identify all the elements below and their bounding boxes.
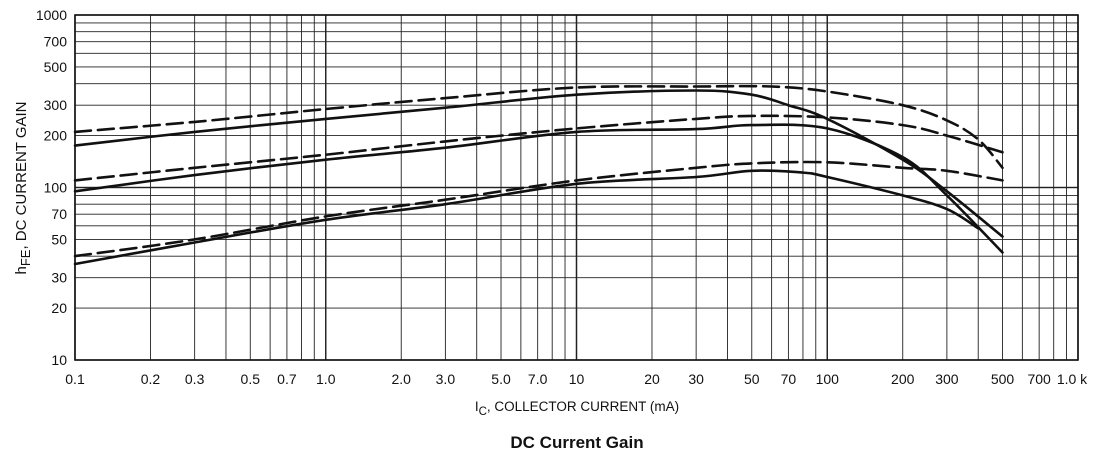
x-tick-label: 2.0 [391, 371, 411, 387]
x-axis-label-sub: C [479, 406, 487, 418]
x-tick-label: 300 [935, 371, 959, 387]
x-axis-label: IC, COLLECTOR CURRENT (mA) [475, 399, 679, 418]
series-line-6-dashed [73, 160, 1004, 258]
y-tick-labels: 10 20 30 50 70 100 200 300 500 700 1000 [36, 7, 67, 368]
series-line-3-solid [73, 123, 1004, 254]
y-axis-label-sub: FE [18, 249, 33, 266]
series-layer [73, 84, 1004, 266]
y-axis-label: hFE, DC CURRENT GAIN [13, 101, 33, 274]
x-tick-label: 30 [688, 371, 704, 387]
y-axis-label-main: h [13, 266, 30, 274]
x-axis-label-main: I [475, 399, 479, 414]
y-axis-label-rest: , DC CURRENT GAIN [13, 101, 30, 249]
chart-title: DC Current Gain [510, 433, 643, 452]
x-tick-label: 50 [744, 371, 760, 387]
y-tick-label: 700 [44, 34, 68, 50]
series-line-4-dashed [73, 114, 1004, 182]
x-tick-label: 0.3 [185, 371, 205, 387]
x-tick-label: 100 [816, 371, 840, 387]
x-tick-label: 0.5 [241, 371, 261, 387]
x-axis-label-rest: , COLLECTOR CURRENT (mA) [487, 399, 679, 414]
y-tick-label: 50 [51, 231, 67, 247]
x-tick-label: 0.7 [277, 371, 297, 387]
y-tick-label: 1000 [36, 7, 67, 23]
series-line-2-dashed [73, 84, 1004, 170]
x-tick-label: 1.0 k [1057, 371, 1088, 387]
plot-frame [74, 14, 1079, 361]
x-tick-label: 7.0 [528, 371, 548, 387]
x-tick-label: 700 [1027, 371, 1051, 387]
x-tick-label: 200 [891, 371, 915, 387]
x-tick-label: 1.0 [316, 371, 336, 387]
x-tick-label: 500 [991, 371, 1015, 387]
series-line-5-solid [73, 169, 980, 266]
y-tick-label: 10 [51, 352, 67, 368]
y-tick-label: 30 [51, 270, 67, 286]
y-tick-label: 20 [51, 300, 67, 316]
x-tick-label: 0.1 [65, 371, 85, 387]
y-tick-label: 100 [44, 180, 68, 196]
y-tick-label: 70 [51, 206, 67, 222]
grid-lines [74, 14, 1079, 361]
series-line-1-solid [73, 89, 1004, 238]
y-tick-label: 200 [44, 128, 68, 144]
x-tick-label: 70 [781, 371, 797, 387]
x-tick-label: 0.2 [141, 371, 161, 387]
x-tick-label: 10 [569, 371, 585, 387]
x-tick-label: 3.0 [436, 371, 456, 387]
x-tick-label: 20 [644, 371, 660, 387]
x-tick-label: 5.0 [491, 371, 511, 387]
y-tick-label: 300 [44, 97, 68, 113]
x-tick-labels: 0.1 0.2 0.3 0.5 0.7 1.0 2.0 3.0 5.0 7.0 10 20 30 50 70… [65, 371, 1088, 387]
y-tick-label: 500 [44, 59, 68, 75]
